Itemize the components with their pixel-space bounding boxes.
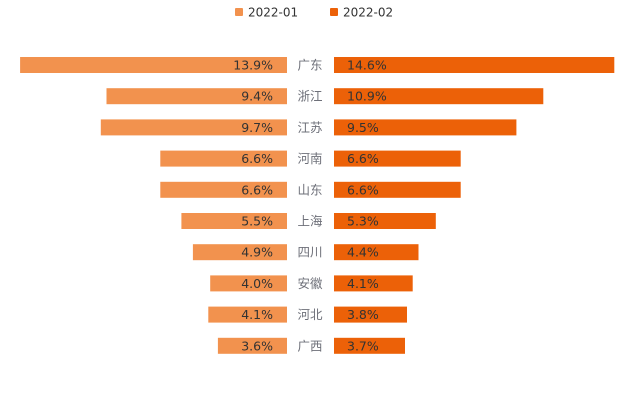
- value-label-2022-01-row-4: 6.6%: [241, 151, 273, 166]
- value-label-2022-02-row-3: 9.5%: [347, 120, 379, 135]
- value-label-2022-02-row-5: 6.6%: [347, 182, 379, 197]
- bar-2022-02-row-4[interactable]: [334, 150, 461, 167]
- legend-swatch-2022-02: [330, 8, 338, 16]
- legend-label-2022-01: 2022-01: [248, 6, 298, 20]
- value-label-2022-02-row-6: 5.3%: [347, 214, 379, 229]
- legend-swatch-2022-01: [235, 8, 243, 16]
- chart-row-9: 4.1% 河北 3.8%: [208, 306, 407, 323]
- value-label-2022-02-row-7: 4.4%: [347, 245, 379, 260]
- bar-2022-02-row-2[interactable]: [334, 88, 544, 105]
- chart-row-8: 4.0% 安徽 4.1%: [210, 275, 413, 292]
- value-label-2022-01-row-1: 13.9%: [233, 58, 273, 73]
- bar-2022-01-row-1[interactable]: [20, 57, 287, 73]
- chart-row-4: 6.6% 河南 6.6%: [160, 150, 461, 167]
- category-label-row-8: 安徽: [297, 276, 323, 291]
- value-label-2022-02-row-8: 4.1%: [347, 276, 379, 291]
- legend-item-2022-02[interactable]: 2022-02: [330, 6, 393, 20]
- value-label-2022-01-row-3: 9.7%: [241, 120, 273, 135]
- category-label-row-5: 山东: [297, 182, 322, 197]
- category-label-row-6: 上海: [297, 214, 323, 229]
- bar-2022-01-row-10[interactable]: [217, 337, 287, 354]
- category-label-row-9: 河北: [297, 307, 323, 322]
- value-label-2022-02-row-4: 6.6%: [347, 151, 379, 166]
- value-label-2022-02-row-9: 3.8%: [347, 307, 379, 322]
- value-label-2022-02-row-1: 14.6%: [347, 58, 387, 73]
- bar-2022-02-row-6[interactable]: [334, 213, 436, 229]
- value-label-2022-01-row-5: 6.6%: [241, 182, 273, 197]
- legend-label-2022-02: 2022-02: [343, 6, 393, 20]
- bar-2022-01-row-9[interactable]: [208, 306, 287, 323]
- category-label-row-7: 四川: [297, 245, 322, 260]
- chart-row-1: 13.9% 广东 14.6%: [20, 57, 615, 73]
- bar-2022-02-row-3[interactable]: [334, 119, 517, 136]
- chart-row-6: 5.5% 上海 5.3%: [181, 213, 436, 229]
- value-label-2022-01-row-10: 3.6%: [241, 338, 273, 353]
- category-label-row-10: 广西: [297, 338, 322, 353]
- chart-row-10: 3.6% 广西 3.7%: [217, 337, 405, 354]
- chart-row-2: 9.4% 浙江 10.9%: [106, 88, 544, 105]
- chart-row-3: 9.7% 江苏 9.5%: [100, 119, 517, 136]
- value-label-2022-02-row-2: 10.9%: [347, 89, 387, 104]
- category-label-row-3: 江苏: [297, 120, 322, 135]
- bar-2022-01-row-3[interactable]: [100, 119, 287, 136]
- bar-2022-02-row-10[interactable]: [334, 337, 405, 354]
- bar-2022-02-row-1[interactable]: [334, 57, 615, 73]
- bar-2022-01-row-2[interactable]: [106, 88, 288, 105]
- value-label-2022-02-row-10: 3.7%: [347, 338, 379, 353]
- chart-row-5: 6.6% 山东 6.6%: [160, 181, 461, 198]
- bar-2022-01-row-6[interactable]: [181, 213, 287, 229]
- category-label-row-4: 河南: [297, 151, 322, 166]
- chart-row-7: 4.9% 四川 4.4%: [192, 244, 419, 261]
- chart-legend[interactable]: 2022-01 2022-02: [235, 6, 393, 20]
- value-label-2022-01-row-2: 9.4%: [241, 89, 273, 104]
- value-label-2022-01-row-8: 4.0%: [241, 276, 273, 291]
- legend-item-2022-01[interactable]: 2022-01: [235, 6, 298, 20]
- bar-2022-01-row-8[interactable]: [210, 275, 287, 292]
- plot-area: 13.9% 广东 14.6%9.4% 浙江 10.9%9.7% 江苏 9.5%6.6% 河南 6…: [20, 57, 615, 354]
- category-label-row-2: 浙江: [297, 89, 322, 104]
- bar-2022-01-row-7[interactable]: [192, 244, 287, 261]
- bar-2022-02-row-8[interactable]: [334, 275, 413, 292]
- bar-2022-01-row-4[interactable]: [160, 150, 287, 167]
- bar-2022-02-row-7[interactable]: [334, 244, 419, 261]
- bar-2022-02-row-9[interactable]: [334, 306, 407, 323]
- value-label-2022-01-row-7: 4.9%: [241, 245, 273, 260]
- category-label-row-1: 广东: [297, 58, 322, 73]
- value-label-2022-01-row-9: 4.1%: [241, 307, 273, 322]
- value-label-2022-01-row-6: 5.5%: [241, 214, 273, 229]
- bar-2022-02-row-5[interactable]: [334, 181, 461, 198]
- bar-2022-01-row-5[interactable]: [160, 181, 287, 198]
